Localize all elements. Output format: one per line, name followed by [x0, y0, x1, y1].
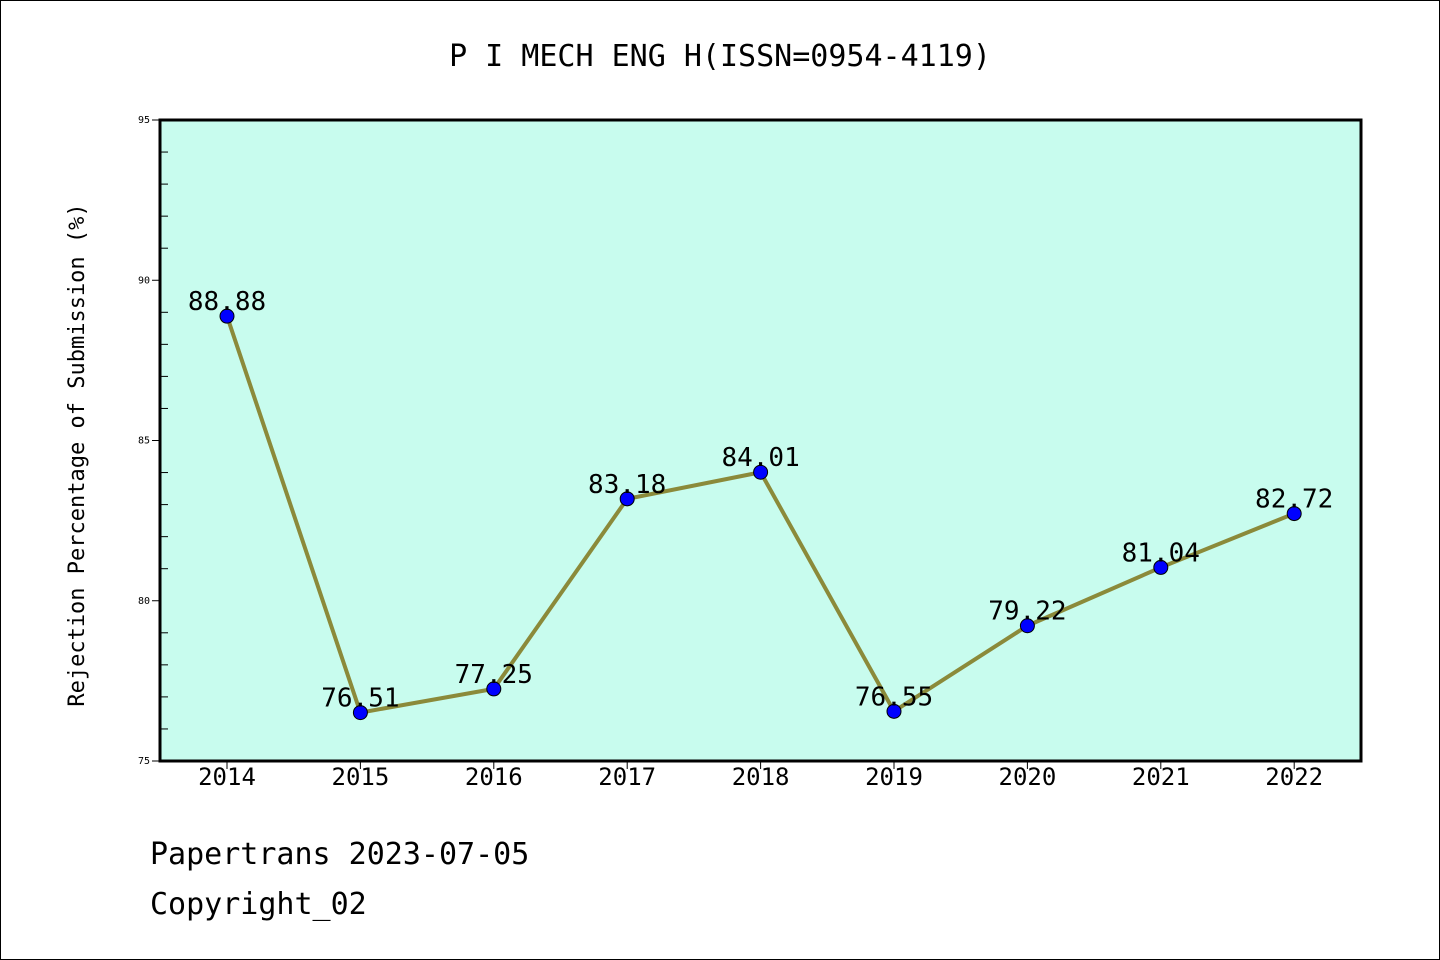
x-tick-label: 2014 [198, 763, 256, 791]
data-label: 81.04 [1122, 538, 1200, 568]
data-label: 76.55 [855, 682, 933, 712]
data-point [886, 703, 902, 719]
y-tick-label: 75 [138, 756, 150, 767]
x-tick-label: 2022 [1265, 763, 1323, 791]
x-tick-label: 2016 [465, 763, 523, 791]
x-tick-label: 2021 [1132, 763, 1190, 791]
footer-date: Papertrans 2023-07-05 [150, 837, 529, 872]
chart-title: P I MECH ENG H(ISSN=0954-4119) [449, 39, 991, 74]
x-axis: 2014 2015 2016 2017 2018 2019 2020 2021 2022 [198, 761, 1323, 791]
data-label: 82.72 [1255, 485, 1333, 515]
data-label: 77.25 [455, 660, 533, 690]
series-markers [219, 308, 1302, 721]
y-tick-label: 85 [138, 436, 150, 447]
data-label: 79.22 [988, 597, 1066, 627]
data-point [753, 464, 769, 480]
data-point [619, 491, 635, 507]
x-tick-label: 2017 [598, 763, 656, 791]
data-label: 83.18 [588, 470, 666, 500]
x-tick-label: 2020 [999, 763, 1057, 791]
data-label: 88.88 [188, 287, 266, 317]
y-tick-label: 90 [138, 275, 150, 286]
plot-area [160, 120, 1361, 761]
data-point [1153, 559, 1169, 575]
x-tick-label: 2015 [332, 763, 390, 791]
data-point [352, 705, 368, 721]
data-point [219, 308, 235, 324]
data-point [1019, 618, 1035, 634]
y-tick-label: 95 [138, 115, 150, 126]
data-point [1286, 506, 1302, 522]
data-label: 84.01 [721, 443, 799, 473]
y-axis-label: Rejection Percentage of Submission (%) [65, 203, 90, 706]
footer-copyright: Copyright_02 [150, 887, 367, 922]
data-labels: 88.88 76.51 77.25 83.18 84.01 76.55 79.22 81.04… [188, 287, 1333, 713]
plot-border [158, 118, 1363, 763]
x-tick-label: 2018 [732, 763, 790, 791]
y-tick-label: 80 [138, 596, 150, 607]
data-label: 76.51 [321, 684, 399, 714]
data-point [486, 681, 502, 697]
x-tick-label: 2019 [865, 763, 923, 791]
